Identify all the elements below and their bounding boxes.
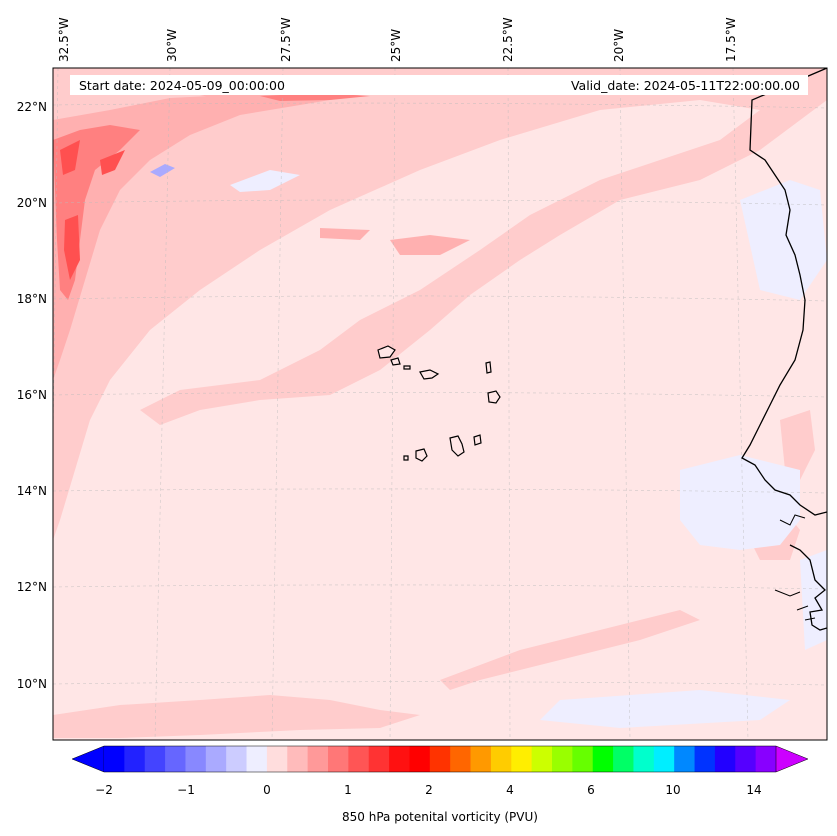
cbar-tick-5: 4 bbox=[506, 783, 514, 797]
pv-contour-light-east2 bbox=[780, 410, 815, 480]
cbar-tick-2: 0 bbox=[263, 783, 271, 797]
pv-contour-light-south bbox=[53, 695, 420, 738]
colorbar-swatch bbox=[470, 746, 492, 772]
pv-contour-deep-core bbox=[60, 140, 80, 175]
lon-label-27-5w: 27.5°W bbox=[279, 17, 293, 62]
colorbar-swatch bbox=[287, 746, 309, 772]
colorbar-swatch bbox=[226, 746, 247, 772]
colorbar-swatch bbox=[755, 746, 777, 772]
pv-contour-deep-core2 bbox=[64, 215, 80, 280]
pv-contour-medium-band2 bbox=[320, 228, 370, 240]
lat-label-20n: 20°N bbox=[17, 196, 47, 210]
colorbar-ticks: −2 −1 0 1 2 4 6 10 14 bbox=[95, 783, 761, 797]
cbar-tick-3: 1 bbox=[344, 783, 352, 797]
colorbar-swatch bbox=[104, 746, 125, 772]
coast-detail bbox=[774, 514, 816, 621]
colorbar-label: 850 hPa potenital vorticity (PVU) bbox=[342, 810, 538, 824]
pv-contour-blue-patch5 bbox=[740, 180, 827, 300]
cape-verde-islands bbox=[377, 345, 501, 462]
lon-label-22-5w: 22.5°W bbox=[501, 17, 515, 62]
colorbar-swatch bbox=[205, 746, 227, 772]
lat-label-12n: 12°N bbox=[17, 580, 47, 594]
map-frame bbox=[52, 67, 828, 741]
pv-contour-blue-patch4 bbox=[540, 690, 790, 728]
colorbar-frame bbox=[104, 745, 776, 773]
colorbar-swatch bbox=[511, 746, 533, 772]
cbar-tick-4: 2 bbox=[425, 783, 433, 797]
colorbar-swatch bbox=[246, 746, 268, 772]
pv-contour-blue-patch1 bbox=[230, 170, 300, 192]
lon-label-32-5w: 32.5°W bbox=[57, 17, 71, 62]
colorbar-swatch bbox=[552, 746, 573, 772]
colorbar-swatch bbox=[633, 746, 655, 772]
colorbar-swatch bbox=[653, 746, 675, 772]
colorbar-swatch bbox=[124, 746, 146, 772]
colorbar-swatch bbox=[409, 746, 431, 772]
colorbar-under-arrow bbox=[71, 745, 105, 773]
colorbar-swatch bbox=[185, 746, 207, 772]
colorbar-swatch bbox=[266, 746, 288, 772]
colorbar-swatch bbox=[348, 746, 370, 772]
pv-contour-deep-core3 bbox=[100, 150, 125, 175]
title-strip bbox=[70, 75, 808, 95]
colorbar-swatch bbox=[674, 746, 695, 772]
colorbar-swatch bbox=[490, 746, 512, 772]
lon-label-25w: 25°W bbox=[389, 29, 403, 62]
cbar-tick-0: −2 bbox=[95, 783, 113, 797]
colorbar-swatch bbox=[714, 746, 736, 772]
cbar-tick-1: −1 bbox=[177, 783, 195, 797]
lat-label-22n: 22°N bbox=[17, 100, 47, 114]
lat-label-16n: 16°N bbox=[17, 388, 47, 402]
colorbar-swatch bbox=[389, 746, 410, 772]
pv-contour-blue-patch2 bbox=[680, 455, 800, 550]
pv-contour-blue-small bbox=[150, 164, 175, 177]
map-panel: Start date: 2024-05-09_00:00:00 Valid_da… bbox=[53, 68, 827, 740]
colorbar-over-arrow bbox=[775, 745, 809, 773]
gridlines bbox=[53, 68, 827, 740]
pv-contour-blue-patch3 bbox=[800, 550, 827, 650]
cbar-tick-6: 6 bbox=[587, 783, 595, 797]
colorbar bbox=[71, 745, 809, 773]
cbar-tick-8: 14 bbox=[746, 783, 761, 797]
colorbar-swatch bbox=[572, 746, 594, 772]
latitude-labels: 22°N 20°N 18°N 16°N 14°N 12°N 10°N bbox=[17, 100, 47, 691]
cbar-tick-7: 10 bbox=[665, 783, 680, 797]
colorbar-swatch bbox=[144, 746, 166, 772]
colorbar-swatch bbox=[531, 746, 553, 772]
colorbar-swatch bbox=[328, 746, 349, 772]
valid-date-label: Valid_date: 2024-05-11T22:00:00.00 bbox=[571, 78, 800, 93]
colorbar-swatch bbox=[307, 746, 329, 772]
colorbar-swatch bbox=[429, 746, 451, 772]
colorbar-swatch bbox=[450, 746, 471, 772]
colorbar-swatch bbox=[735, 746, 757, 772]
africa-coastline bbox=[741, 68, 827, 631]
start-date-label: Start date: 2024-05-09_00:00:00 bbox=[79, 78, 285, 93]
longitude-labels: 32.5°W 30°W 27.5°W 25°W 22.5°W 20°W 17.5… bbox=[57, 17, 738, 62]
colorbar-swatch bbox=[165, 746, 186, 772]
pv-contour-medium-band bbox=[390, 235, 470, 255]
pv-contour-light-sw-band bbox=[440, 610, 700, 690]
colorbar-swatch bbox=[592, 746, 614, 772]
pv-contour-medium-north bbox=[53, 92, 360, 380]
lat-label-14n: 14°N bbox=[17, 484, 47, 498]
colorbar-swatch bbox=[694, 746, 716, 772]
lat-label-18n: 18°N bbox=[17, 292, 47, 306]
colorbar-swatch bbox=[368, 746, 390, 772]
lon-label-30w: 30°W bbox=[165, 29, 179, 62]
lon-label-20w: 20°W bbox=[612, 29, 626, 62]
colorbar-swatch bbox=[613, 746, 634, 772]
lat-label-10n: 10°N bbox=[17, 677, 47, 691]
lon-label-17-5w: 17.5°W bbox=[724, 17, 738, 62]
